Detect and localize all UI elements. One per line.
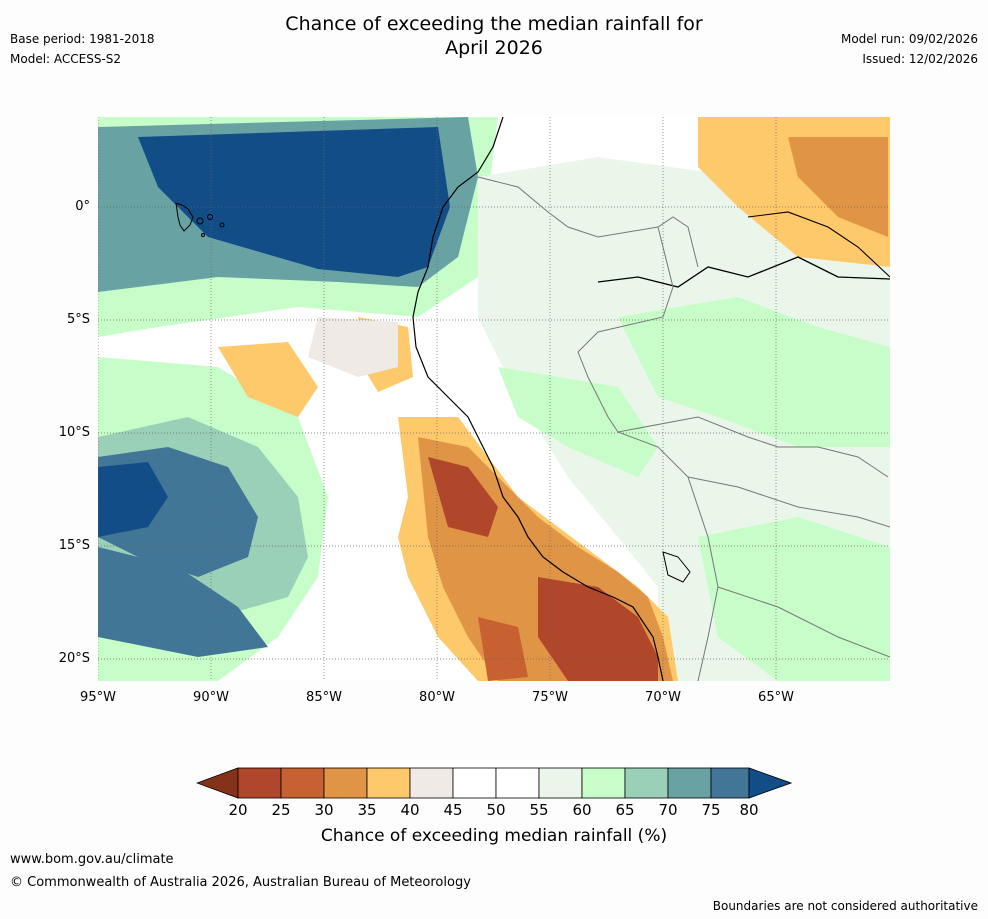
region-yellow-offshore <box>218 342 318 417</box>
title-line-1: Chance of exceeding the median rainfall … <box>285 13 703 35</box>
issued-text: Issued: 12/02/2026 <box>862 52 978 66</box>
colorbar-tick-80: 80 <box>739 801 759 819</box>
meta-right: Model run: 09/02/2026 Issued: 12/02/2026 <box>841 29 978 69</box>
footer-url[interactable]: www.bom.gov.au/climate <box>10 852 174 867</box>
colorbar-bin-50-55 <box>495 767 540 799</box>
colorbar-bin-75-80 <box>710 767 750 799</box>
lon-label-80w: 80°W <box>419 690 455 705</box>
colorbar-bin-60-65 <box>581 767 626 799</box>
colorbar-bin-45-50 <box>452 767 497 799</box>
region-beige-coast <box>308 317 398 377</box>
footer-note: Boundaries are not considered authoritat… <box>712 899 978 913</box>
colorbar-bin-30-35 <box>323 767 368 799</box>
colorbar-arrow-high <box>748 767 793 799</box>
region-green-southeast <box>698 517 890 681</box>
colorbar-tick-30: 30 <box>314 801 334 819</box>
lat-label-0: 0° <box>75 199 90 214</box>
region-brown-north-peru <box>428 457 498 537</box>
graticule <box>98 117 890 681</box>
colorbar-tick-25: 25 <box>271 801 291 819</box>
colorbar-arrow-low <box>195 767 239 799</box>
lake-titicaca <box>662 551 691 583</box>
colorbar-tick-35: 35 <box>357 801 377 819</box>
region-brown-south-peru <box>538 577 658 681</box>
colorbar-bin-70-75 <box>667 767 712 799</box>
region-orange-northeast <box>788 137 888 237</box>
model-run-text: Model run: 09/02/2026 <box>840 32 978 46</box>
lon-label-65w: 65°W <box>758 690 794 705</box>
colorbar-tick-50: 50 <box>486 801 506 819</box>
region-dark-blue-north <box>138 127 450 277</box>
lat-label-10s: 10°S <box>58 425 90 440</box>
colorbar-bin-40-45 <box>409 767 454 799</box>
colorbar-bin-55-60 <box>538 767 583 799</box>
meta-left: Base period: 1981-2018 Model: ACCESS-S2 <box>10 29 155 69</box>
base-period-text: Base period: 1981-2018 <box>10 32 155 46</box>
model-text: Model: ACCESS-S2 <box>10 52 122 66</box>
colorbar-bin-35-40 <box>366 767 411 799</box>
colorbar <box>195 767 793 799</box>
colorbar-tick-70: 70 <box>658 801 678 819</box>
river-north <box>747 211 890 278</box>
colorbar-tick-65: 65 <box>615 801 635 819</box>
colorbar-tick-45: 45 <box>443 801 463 819</box>
country-borders <box>477 176 890 681</box>
region-dark-blue-west <box>98 462 168 537</box>
title-line-2: April 2026 <box>445 37 543 59</box>
colorbar-tick-75: 75 <box>701 801 721 819</box>
galapagos-islands <box>175 202 225 237</box>
lon-label-95w: 95°W <box>80 690 116 705</box>
region-green-central <box>498 367 658 477</box>
colorbar-bin-25-30 <box>280 767 325 799</box>
map-title: Chance of exceeding the median rainfall … <box>194 12 794 60</box>
region-green-amazon <box>618 297 890 447</box>
lon-label-85w: 85°W <box>306 690 342 705</box>
lon-label-90w: 90°W <box>193 690 229 705</box>
colorbar-title: Chance of exceeding median rainfall (%) <box>320 826 668 846</box>
colorbar-bin-20-25 <box>237 767 282 799</box>
footer-copyright: © Commonwealth of Australia 2026, Austra… <box>10 875 471 890</box>
colorbar-tick-60: 60 <box>572 801 592 819</box>
map-area[interactable] <box>98 117 890 681</box>
lat-label-5s: 5°S <box>66 312 90 327</box>
colorbar-tick-40: 40 <box>400 801 420 819</box>
map-canvas <box>98 117 890 681</box>
region-red-brown-south <box>478 617 528 681</box>
lat-label-20s: 20°S <box>58 651 90 666</box>
coastline-south-america <box>412 117 664 681</box>
colorbar-tick-55: 55 <box>529 801 549 819</box>
colorbar-tick-20: 20 <box>228 801 248 819</box>
region-blue-southwest <box>98 547 268 657</box>
colorbar-bin-65-70 <box>624 767 669 799</box>
colorbar-svg <box>195 767 793 799</box>
lon-label-70w: 70°W <box>645 690 681 705</box>
amazon-river <box>597 256 890 288</box>
lon-label-75w: 75°W <box>532 690 568 705</box>
lat-label-15s: 15°S <box>58 538 90 553</box>
